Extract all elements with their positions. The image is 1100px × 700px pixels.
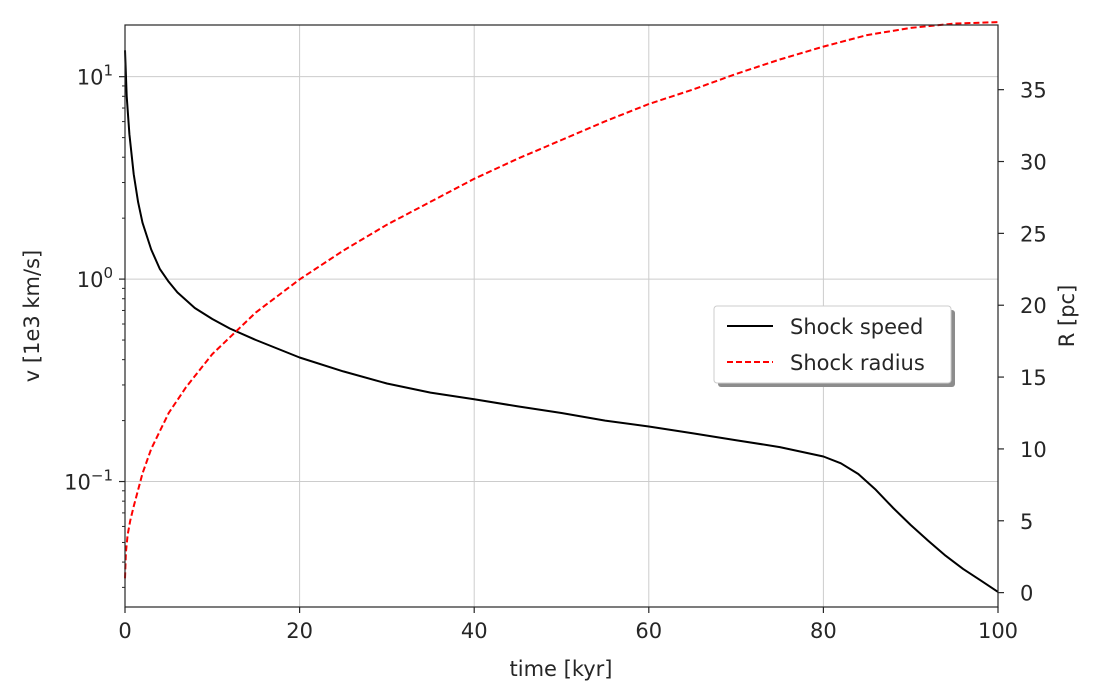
- x-tick-label: 100: [978, 619, 1018, 643]
- series-lines: [124, 21, 999, 593]
- x-tick-label: 80: [810, 619, 837, 643]
- y-right-tick-label: 35: [1020, 79, 1047, 103]
- series-line-shock-radius: [124, 21, 999, 579]
- x-tick-label: 40: [461, 619, 488, 643]
- y-left-tick-base: 10: [77, 66, 104, 90]
- legend: Shock speed Shock radius: [713, 305, 955, 387]
- y-axis-right-label: R [pc]: [1055, 285, 1079, 348]
- gridlines: [125, 25, 998, 607]
- y-right-tick-label: 20: [1020, 294, 1047, 318]
- x-tick-label: 20: [286, 619, 313, 643]
- y-left-tick-label: 101: [77, 62, 113, 90]
- legend-label-shock-speed: Shock speed: [790, 315, 923, 339]
- y-left-tick-base: 10: [64, 471, 91, 495]
- y-right-tick-label: 5: [1020, 510, 1033, 534]
- x-tick-label: 60: [635, 619, 662, 643]
- y-axis-left-label: v [1e3 km/s]: [20, 250, 44, 382]
- y-left-tick-exponent: 0: [103, 264, 113, 282]
- x-axis-label: time [kyr]: [510, 657, 613, 681]
- x-tick-label: 0: [118, 619, 131, 643]
- y-left-tick-base: 10: [77, 268, 104, 292]
- legend-box: [713, 305, 952, 384]
- y-axis-right: 0 5 10 15 20 25 30 35: [998, 79, 1047, 606]
- y-left-tick-exponent: −1: [91, 467, 113, 485]
- y-right-tick-label: 30: [1020, 151, 1047, 175]
- x-axis: 0 20 40 60 80 100: [118, 607, 1018, 643]
- y-right-tick-label: 10: [1020, 438, 1047, 462]
- plot-frame: [124, 24, 999, 608]
- y-left-tick-label: 100: [77, 264, 113, 292]
- y-right-tick-label: 0: [1020, 582, 1033, 606]
- y-left-tick-exponent: 1: [103, 62, 113, 80]
- legend-label-shock-radius: Shock radius: [790, 351, 925, 375]
- y-right-tick-label: 25: [1020, 222, 1047, 246]
- series-line-shock-speed: [124, 50, 999, 593]
- y-right-tick-label: 15: [1020, 366, 1047, 390]
- y-left-tick-label: 10−1: [64, 467, 113, 495]
